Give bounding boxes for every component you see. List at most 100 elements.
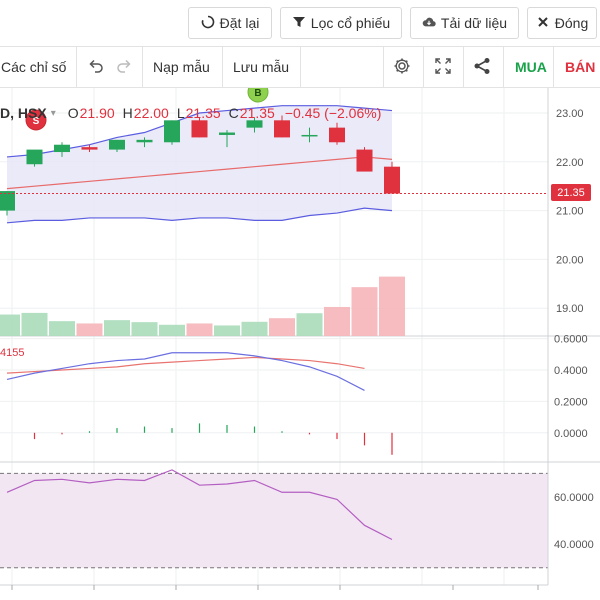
chart-toolbar: Các chỉ số Nạp mẫu Lưu mẫu MUA BÁN: [0, 46, 600, 88]
sell-button[interactable]: BÁN: [565, 47, 595, 87]
settings-button[interactable]: [392, 47, 412, 87]
fullscreen-icon: [433, 56, 453, 79]
volume-bar: [379, 276, 405, 336]
fullscreen-button[interactable]: [433, 47, 453, 87]
moving-average-line: [6, 156, 393, 190]
volume-bar: [269, 318, 295, 336]
buy-label: MUA: [515, 59, 547, 75]
chevron-down-icon[interactable]: ▾: [50, 107, 56, 119]
candle-body: [356, 149, 373, 172]
volume-bar: [159, 324, 185, 336]
price-tick-label: 19.00: [556, 303, 584, 315]
sell-marker: [25, 109, 47, 131]
macd-tick-label: 0.6000: [554, 334, 588, 346]
close-price-label: C: [228, 105, 239, 121]
volume-bar: [214, 325, 240, 336]
volume-bar: [21, 312, 48, 336]
price-tick-label: 21.00: [556, 206, 584, 218]
candle-body: [164, 120, 180, 143]
save-template-button[interactable]: Lưu mẫu: [233, 47, 289, 87]
close-label: Đóng: [554, 15, 589, 31]
price-tick-label: 22.00: [556, 157, 584, 169]
reset-label: Đặt lại: [219, 15, 260, 31]
candle-body: [0, 191, 15, 211]
refresh-icon: [201, 15, 215, 32]
candle-body: [136, 139, 153, 143]
symbol-label: D, HSX: [0, 105, 47, 121]
volume-bar: [0, 314, 20, 336]
redo-icon: [114, 56, 134, 79]
change-value: −0.45 (−2.06%): [284, 105, 382, 121]
candle-body: [26, 149, 43, 165]
chart-area[interactable]: 23.00 22.00 21.00 20.00 19.00 0.6000 0.4000 0.2…: [0, 81, 600, 600]
candle-body: [329, 127, 345, 143]
macd-value-label: 4155: [0, 347, 25, 359]
candle-body: [54, 144, 70, 153]
bollinger-upper-line: [6, 105, 393, 158]
download-label: Tải dữ liệu: [440, 15, 508, 31]
load-template-label: Nạp mẫu: [153, 59, 210, 75]
filter-label: Lọc cổ phiếu: [310, 15, 391, 31]
candle-body: [246, 120, 263, 128]
volume-bar: [131, 322, 158, 336]
macd-tick-label: 0.2000: [554, 396, 588, 408]
current-price-tag: 21.35: [551, 184, 591, 201]
load-template-button[interactable]: Nạp mẫu: [153, 47, 210, 87]
indicators-label: Các chỉ số: [1, 59, 67, 75]
low-label: L: [176, 105, 185, 121]
candle-body: [81, 147, 98, 150]
rsi-tick-label: 40.0000: [554, 539, 594, 551]
bollinger-lower-line: [6, 207, 393, 224]
download-data-button[interactable]: Tải dữ liệu: [410, 7, 519, 39]
macd-line: [6, 352, 365, 391]
cloud-download-icon: [422, 15, 436, 32]
bollinger-band-fill: [7, 105, 392, 223]
top-bar: Đặt lại Lọc cổ phiếu Tải dữ liệu Đóng: [0, 0, 600, 46]
volume-bar: [76, 323, 103, 336]
open-value: 21.90: [79, 105, 115, 121]
sell-marker-label: S: [33, 116, 40, 127]
sell-label: BÁN: [565, 59, 596, 75]
rsi-line: [6, 469, 393, 541]
volume-bar: [296, 313, 323, 336]
price-tick-label: 23.00: [556, 108, 584, 120]
volume-bar: [324, 306, 350, 336]
undo-icon: [86, 56, 106, 79]
candle-body: [274, 120, 290, 138]
price-tick-label: 20.00: [556, 254, 584, 266]
gear-icon: [392, 56, 412, 79]
volume-bar: [49, 321, 75, 336]
high-label: H: [122, 105, 133, 121]
candle-body: [384, 166, 400, 194]
buy-button[interactable]: MUA: [515, 47, 547, 87]
candle-body: [109, 139, 125, 150]
undo-button[interactable]: [86, 47, 106, 87]
close-button[interactable]: Đóng: [527, 7, 597, 39]
share-icon: [472, 56, 492, 79]
save-template-label: Lưu mẫu: [233, 59, 290, 75]
open-label: O: [67, 105, 79, 121]
stock-chart[interactable]: 23.00 22.00 21.00 20.00 19.00 0.6000 0.4000 0.2…: [0, 81, 600, 600]
volume-bar: [241, 321, 268, 336]
high-value: 22.00: [133, 105, 169, 121]
candle-body: [191, 120, 208, 138]
rsi-tick-label: 60.0000: [554, 492, 594, 504]
share-button[interactable]: [472, 47, 492, 87]
candle-body: [219, 132, 235, 135]
reset-button[interactable]: Đặt lại: [188, 7, 272, 39]
macd-tick-label: 0.0000: [554, 428, 588, 440]
filter-stocks-button[interactable]: Lọc cổ phiếu: [280, 7, 402, 39]
close-value: 21.35: [239, 105, 275, 121]
indicators-button[interactable]: Các chỉ số: [1, 47, 66, 87]
volume-bar: [104, 320, 130, 336]
volume-bar: [351, 287, 378, 336]
redo-button[interactable]: [114, 47, 134, 87]
low-value: 21.35: [185, 105, 221, 121]
buy-marker-label: B: [254, 88, 261, 99]
macd-signal-line: [6, 356, 365, 374]
macd-tick-label: 0.4000: [554, 365, 588, 377]
rsi-band-fill: [0, 473, 548, 568]
filter-icon: [292, 15, 306, 32]
volume-bar: [186, 323, 213, 336]
candle-body: [301, 134, 318, 137]
